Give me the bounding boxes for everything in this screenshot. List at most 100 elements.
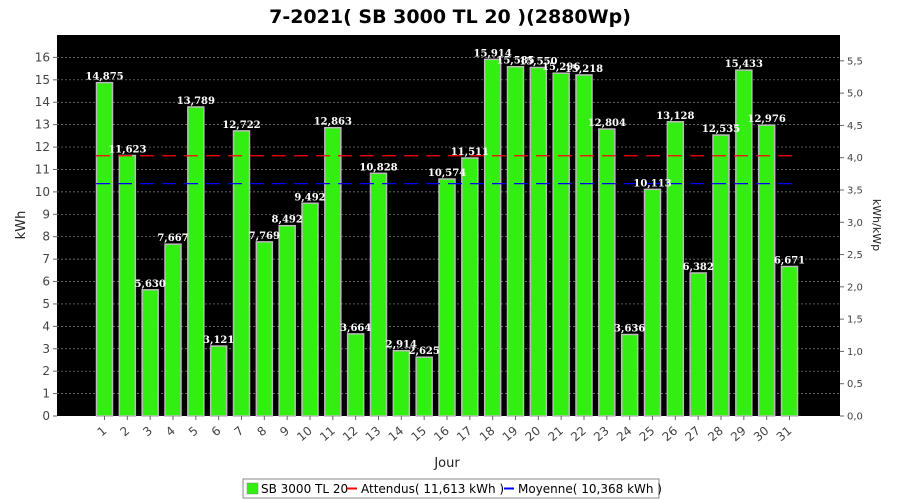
bar-value-label: 7,667 <box>157 233 188 244</box>
bar-day-31 <box>780 265 799 417</box>
chart-title: 7-2021( SB 3000 TL 20 )(2880Wp) <box>269 6 631 28</box>
x-tick-label: 9 <box>277 424 292 440</box>
x-tick-label: 1 <box>95 424 110 440</box>
bar-value-label: 6,382 <box>683 262 714 273</box>
bar-day-3 <box>141 289 159 417</box>
y-right-tick-label: 5,5 <box>847 56 863 67</box>
x-tick-label: 5 <box>186 424 201 440</box>
y-right-tick-label: 5,0 <box>847 89 863 100</box>
bar-value-label: 15,433 <box>725 59 763 70</box>
y-tick-label: 1 <box>42 387 50 401</box>
bar-value-label: 12,863 <box>314 117 352 128</box>
bar-value-label: 7,769 <box>249 231 280 242</box>
bar-value-label: 15,296 <box>542 62 580 73</box>
bar-value-label: 10,828 <box>359 162 397 173</box>
x-tick-label: 19 <box>500 424 521 445</box>
y-right-tick-label: 1,5 <box>847 315 863 326</box>
x-tick-label: 8 <box>254 424 269 440</box>
y-tick-label: 5 <box>42 297 50 311</box>
bar-day-18 <box>483 58 502 417</box>
y-tick-label: 16 <box>35 50 50 64</box>
y-tick-label: 15 <box>35 73 50 87</box>
x-tick-label: 14 <box>386 424 407 445</box>
bar-value-label: 3,664 <box>340 323 371 334</box>
y-right-tick-label: 2,0 <box>847 282 863 293</box>
bar-value-label: 2,914 <box>386 340 417 351</box>
x-tick-label: 13 <box>363 424 384 445</box>
bar-value-label: 15,585 <box>496 56 534 67</box>
bar-value-label: 10,113 <box>633 178 671 189</box>
bar-day-15 <box>415 356 433 417</box>
bar-value-label: 5,630 <box>135 279 166 290</box>
bar-value-label: 15,550 <box>519 56 557 67</box>
bar-day-11 <box>324 126 342 417</box>
right-axis: 0,0 0,5 1,0 1,5 2,0 2,5 3,0 3,5 4,0 4,5 5,0 5,5 <box>840 56 863 423</box>
bar-day-24 <box>620 333 639 417</box>
x-tick-label: 31 <box>774 424 795 445</box>
bar-day-6 <box>209 345 228 417</box>
bar-value-label: 3,636 <box>614 324 645 335</box>
x-tick-label: 16 <box>431 424 452 445</box>
bar-day-17 <box>461 157 479 417</box>
grid-lines <box>57 57 840 394</box>
legend-expected-label: Attendus( 11,613 kWh ) <box>361 482 504 496</box>
bar-day-25 <box>643 188 662 417</box>
y-tick-label: 2 <box>42 364 50 378</box>
bar-day-2 <box>118 154 137 417</box>
y-right-tick-label: 3,0 <box>847 218 863 229</box>
x-tick-label: 2 <box>117 424 132 440</box>
x-tick-label: 22 <box>568 424 589 445</box>
bar-day-8 <box>255 241 274 417</box>
y-right-tick-label: 0,5 <box>847 379 863 390</box>
x-tick-label: 30 <box>751 424 772 445</box>
bar-value-label: 15,914 <box>474 48 512 59</box>
y-right-tick-label: 4,5 <box>847 121 863 132</box>
x-tick-label: 6 <box>209 424 224 440</box>
y-tick-label: 6 <box>42 275 50 289</box>
y-right-tick-label: 0,0 <box>847 412 863 423</box>
y-tick-label: 9 <box>42 207 50 221</box>
bar-value-label: 12,722 <box>222 120 260 131</box>
bar-day-5 <box>187 106 205 417</box>
bar-day-9 <box>278 224 296 417</box>
bars <box>95 58 799 417</box>
y-tick-label: 11 <box>35 162 50 176</box>
y-tick-label: 3 <box>42 342 50 356</box>
bar-day-10 <box>301 202 319 417</box>
x-tick-label: 28 <box>705 424 726 445</box>
x-tick-label: 27 <box>682 424 703 445</box>
y-tick-label: 14 <box>35 95 50 109</box>
bar-day-19 <box>506 65 525 417</box>
x-tick-label: 23 <box>591 424 612 445</box>
bar-day-4 <box>164 243 182 417</box>
bar-value-label: 12,804 <box>588 118 626 129</box>
x-tick-label: 10 <box>294 424 315 445</box>
y-tick-label: 13 <box>35 118 50 132</box>
bar-day-26 <box>666 121 685 417</box>
x-tick-label: 3 <box>140 424 155 440</box>
x-tick-label: 24 <box>614 424 635 445</box>
bar-day-28 <box>712 134 730 417</box>
x-tick-label: 17 <box>454 424 475 445</box>
bar-day-27 <box>689 272 707 417</box>
bar-value-label: 8,492 <box>272 215 303 226</box>
bar-value-label: 12,976 <box>748 114 786 125</box>
data-labels: 14,875 11,623 5,630 7,667 13,789 3,121 12,722 7… <box>85 48 805 357</box>
bar-day-1 <box>95 81 114 417</box>
y-tick-label: 8 <box>42 230 50 244</box>
bar-value-label: 3,121 <box>203 335 234 346</box>
bar-day-23 <box>598 128 616 417</box>
bar-value-label: 11,623 <box>108 145 146 156</box>
x-tick-label: 29 <box>728 424 749 445</box>
y-right-tick-label: 2,5 <box>847 250 863 261</box>
x-tick-label: 25 <box>637 424 658 445</box>
bar-day-7 <box>232 130 251 417</box>
x-tick-label: 12 <box>340 424 361 445</box>
y-tick-label: 0 <box>42 409 50 423</box>
bar-value-label: 12,535 <box>702 124 740 135</box>
bar-value-label: 13,789 <box>177 96 215 107</box>
y-right-tick-label: 4,0 <box>847 153 863 164</box>
x-tick-label: 15 <box>408 424 429 445</box>
